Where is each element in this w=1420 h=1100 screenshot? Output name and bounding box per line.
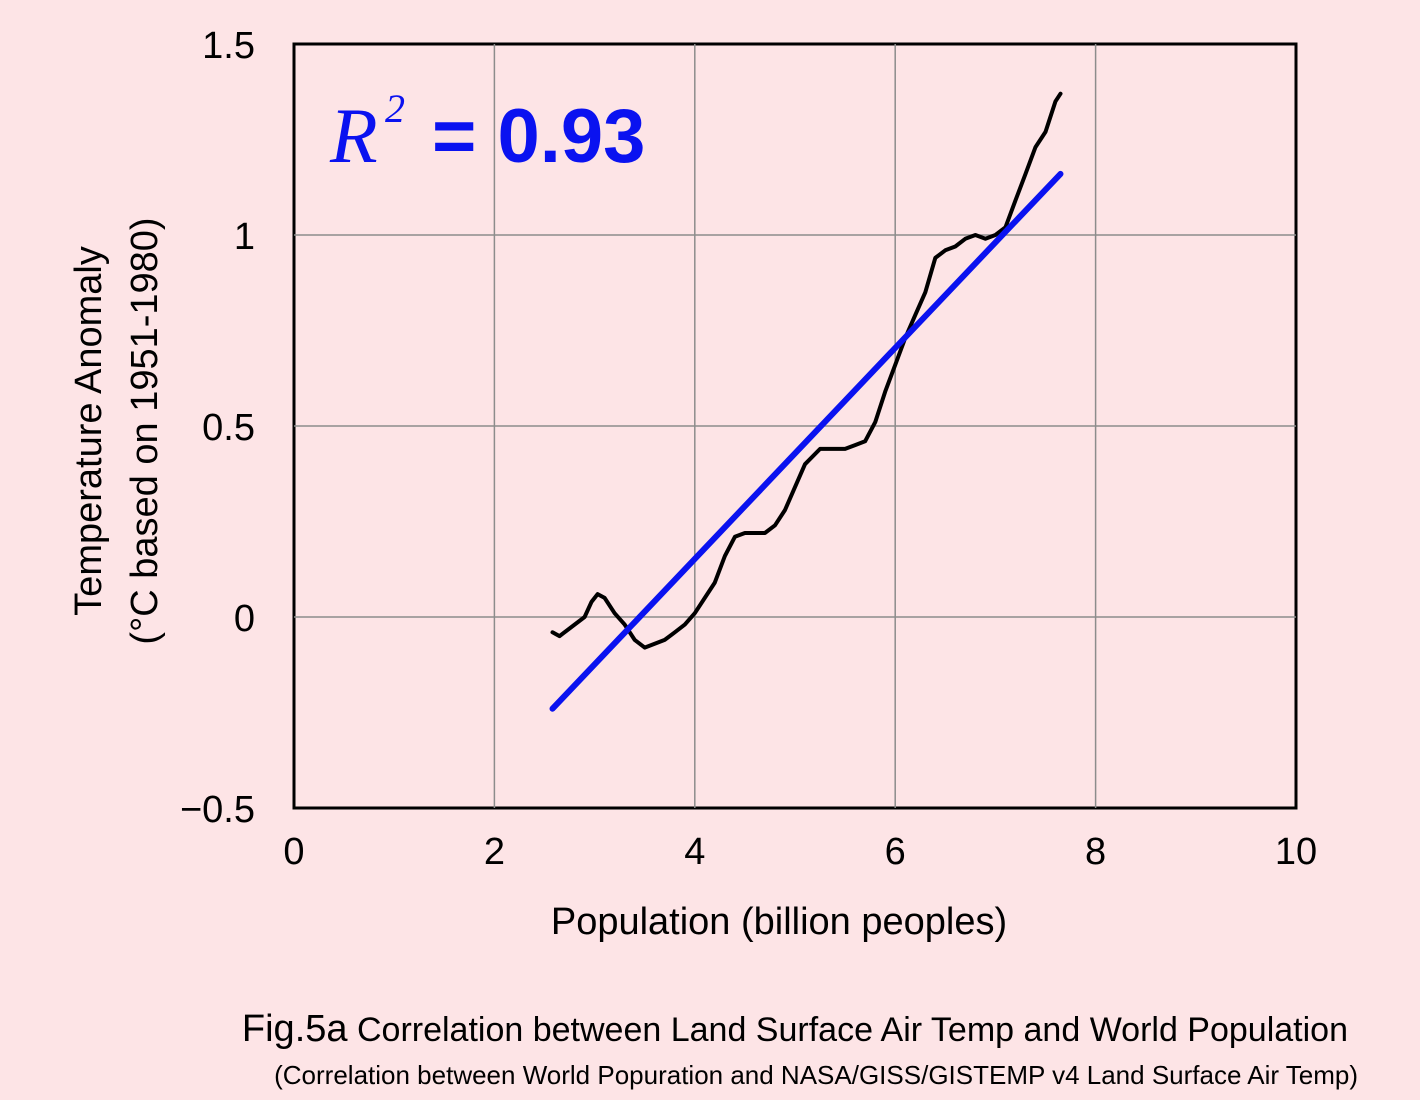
x-tick-label: 10 (1275, 831, 1317, 873)
gridlines (294, 44, 1296, 808)
x-tick-label: 0 (283, 831, 304, 873)
y-tick-label: 0 (234, 598, 255, 640)
r-squared-annotation: R 2 = 0.93 (329, 86, 645, 179)
r-squared-value: = 0.93 (432, 94, 645, 179)
chart: 0 2 4 6 8 10 −0.5 0 0.5 1 1.5 Population (billion … (68, 25, 1317, 943)
figure-number: Fig.5a (241, 1008, 348, 1050)
r-squared-symbol: R (329, 92, 378, 179)
y-tick-label: −0.5 (180, 789, 255, 831)
figure-caption: Fig.5a Correlation between Land Surface … (0, 1008, 1420, 1051)
series-layer (549, 91, 1064, 712)
figure-subtitle: (Correlation between World Popuration an… (274, 1060, 1358, 1090)
x-tick-label: 8 (1085, 831, 1106, 873)
tick-labels: 0 2 4 6 8 10 −0.5 0 0.5 1 1.5 (180, 25, 1317, 873)
y-axis-label-line2: (°C based on 1951-1980) (124, 217, 166, 644)
y-axis-label-line1: Temperature Anomaly (68, 246, 110, 616)
x-axis-label: Population (billion peoples) (551, 901, 1007, 943)
temperature-anomaly-line (550, 91, 1063, 650)
y-tick-label: 1 (234, 216, 255, 258)
figure-title: Correlation between Land Surface Air Tem… (356, 1011, 1348, 1049)
regression-line (549, 170, 1064, 712)
x-tick-label: 2 (484, 831, 505, 873)
x-tick-label: 6 (885, 831, 906, 873)
x-tick-label: 4 (684, 831, 705, 873)
y-tick-label: 1.5 (202, 25, 255, 67)
y-tick-label: 0.5 (202, 407, 255, 449)
r-squared-exponent: 2 (385, 86, 405, 131)
